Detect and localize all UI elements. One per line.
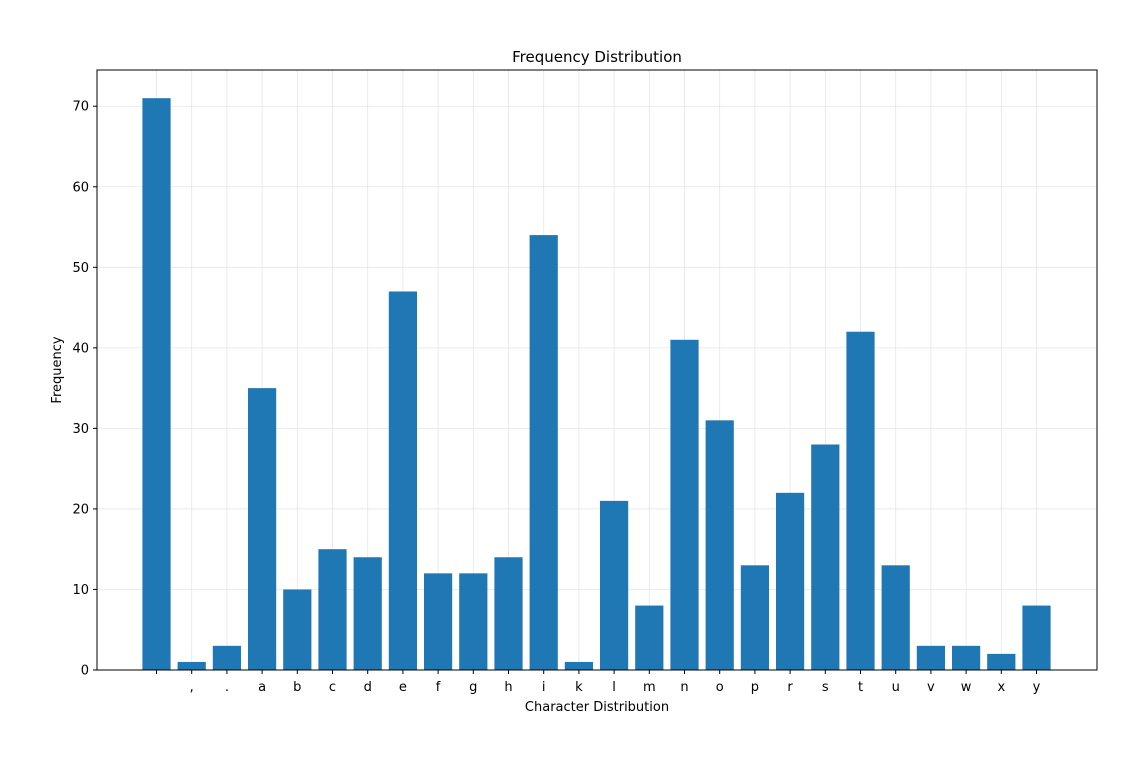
x-tick-label: w bbox=[961, 680, 972, 695]
bars bbox=[142, 98, 1051, 670]
x-axis-label: Character Distribution bbox=[525, 700, 669, 715]
y-tick-label: 30 bbox=[72, 422, 89, 437]
x-tick-label: a bbox=[258, 680, 266, 695]
bar bbox=[740, 565, 769, 670]
grid-lines bbox=[97, 70, 1097, 671]
x-tick-label: s bbox=[822, 680, 829, 695]
x-tick-label: l bbox=[612, 680, 616, 695]
bar bbox=[600, 500, 629, 670]
x-tick-label: e bbox=[399, 680, 407, 695]
x-tick-label: d bbox=[364, 680, 372, 695]
y-axis: 0 10 20 30 40 50 60 70 bbox=[72, 100, 97, 679]
x-axis: ,. a b c d e f g h i k l m n o p r s t u v w x y bbox=[156, 670, 1041, 695]
x-tick-label: k bbox=[575, 680, 583, 695]
bar bbox=[459, 573, 488, 670]
x-tick-label: . bbox=[225, 680, 229, 695]
x-tick-label: c bbox=[329, 680, 336, 695]
x-tick-label: , bbox=[190, 680, 194, 695]
x-tick-label: m bbox=[643, 680, 656, 695]
bar bbox=[248, 388, 277, 670]
x-tick-label: n bbox=[680, 680, 688, 695]
x-tick-label: i bbox=[542, 680, 546, 695]
bar bbox=[705, 420, 734, 670]
y-tick-label: 10 bbox=[72, 583, 89, 598]
y-tick-label: 0 bbox=[81, 664, 89, 679]
bar bbox=[1022, 605, 1051, 670]
plot-frame bbox=[96, 69, 1098, 671]
y-tick-label: 70 bbox=[72, 100, 89, 115]
bar bbox=[318, 549, 347, 670]
bar bbox=[212, 645, 241, 670]
bar bbox=[494, 557, 523, 670]
bar bbox=[388, 291, 417, 670]
bar bbox=[353, 557, 382, 670]
bar bbox=[670, 339, 699, 670]
bar bbox=[424, 573, 453, 670]
bar bbox=[846, 331, 875, 670]
x-tick-label: p bbox=[751, 680, 759, 695]
x-tick-label: x bbox=[997, 680, 1005, 695]
x-tick-label: h bbox=[504, 680, 512, 695]
x-tick-label: v bbox=[927, 680, 935, 695]
bar bbox=[283, 589, 312, 670]
y-tick-label: 60 bbox=[72, 180, 89, 195]
bar bbox=[529, 235, 558, 670]
bar bbox=[635, 605, 664, 670]
bar bbox=[142, 98, 171, 670]
x-tick-label: u bbox=[892, 680, 900, 695]
bar bbox=[177, 661, 206, 670]
y-tick-label: 50 bbox=[72, 261, 89, 276]
bar bbox=[916, 645, 945, 670]
x-tick-label: y bbox=[1033, 680, 1041, 695]
bar bbox=[776, 492, 805, 670]
x-tick-label: f bbox=[436, 680, 441, 695]
x-tick-label: o bbox=[716, 680, 724, 695]
y-tick-label: 40 bbox=[72, 341, 89, 356]
bar bbox=[952, 645, 981, 670]
chart-title: Frequency Distribution bbox=[512, 48, 682, 66]
x-tick-label: b bbox=[293, 680, 301, 695]
y-axis-label: Frequency bbox=[50, 336, 65, 403]
x-tick-label: t bbox=[858, 680, 863, 695]
x-tick-label: r bbox=[787, 680, 793, 695]
bar bbox=[564, 661, 593, 670]
bar bbox=[811, 444, 840, 670]
x-tick-label: g bbox=[469, 680, 477, 695]
y-tick-label: 20 bbox=[72, 502, 89, 517]
bar bbox=[987, 653, 1016, 670]
bar bbox=[881, 565, 910, 670]
